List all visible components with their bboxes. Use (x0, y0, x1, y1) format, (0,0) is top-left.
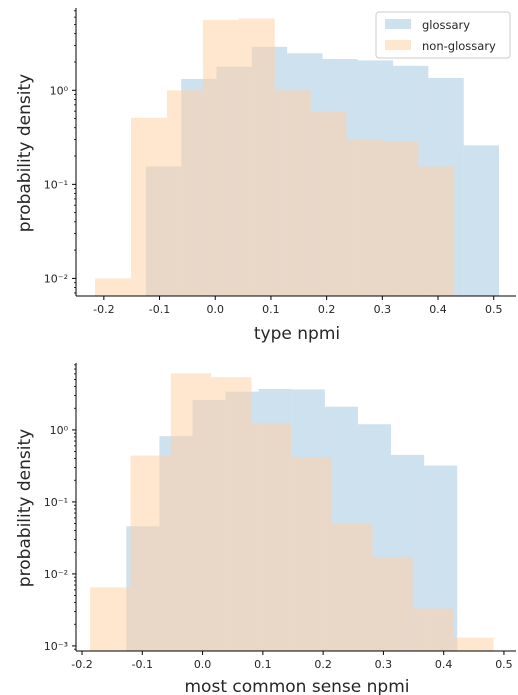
bottom-y-axis-label: probability density (15, 429, 35, 587)
bottom-y-tick-label: 10⁻³ (44, 640, 68, 653)
top-bar-non-glossary-7 (346, 139, 383, 296)
top-x-axis-label: type npmi (254, 324, 340, 344)
legend-label-glossary: glossary (422, 18, 470, 32)
bottom-bar-non-glossary-1 (130, 455, 171, 651)
legend-swatch-glossary (385, 19, 411, 29)
bottom-x-tick-label: 0.1 (254, 658, 272, 671)
bottom-histogram-panel: -0.2 -0.1 0.0 0.1 0.2 0.3 0.4 0.5 10⁻³ 10⁻² 10⁻¹ 10… (15, 363, 516, 695)
bottom-x-tick-label: 0.0 (194, 658, 212, 671)
top-bar-non-glossary-3 (202, 19, 239, 297)
top-bar-glossary-9 (463, 145, 500, 296)
bottom-bar-non-glossary-8 (412, 608, 454, 651)
bottom-x-tick-label: 0.5 (495, 658, 513, 671)
bottom-bar-non-glossary-5 (291, 457, 333, 651)
top-x-tick-label: 0.4 (429, 303, 447, 316)
top-x-tick-label: 0.2 (318, 303, 336, 316)
bottom-bar-non-glossary-4 (251, 422, 292, 651)
top-x-tick-label: 0.1 (262, 303, 280, 316)
top-y-axis-label: probability density (15, 74, 35, 232)
top-bar-non-glossary-4 (238, 18, 275, 296)
bottom-y-tick-label: 10⁰ (50, 424, 69, 437)
top-bar-non-glossary-0 (95, 278, 132, 296)
bottom-x-tick-label: 0.4 (435, 658, 453, 671)
bottom-y-tick-label: 10⁻² (44, 568, 68, 581)
bottom-y-tick-label: 10⁻¹ (44, 496, 68, 509)
top-histogram-panel: -0.2 -0.1 0.0 0.1 0.2 0.3 0.4 0.5 10⁻² 10⁻¹ 10⁰ ty… (15, 8, 516, 344)
bottom-bar-non-glossary-9 (453, 637, 494, 651)
bottom-bar-non-glossary-0 (90, 587, 131, 651)
top-bar-non-glossary-5 (274, 90, 311, 296)
top-x-tick-label: 0.0 (206, 303, 224, 316)
bottom-histogram-bars (90, 373, 494, 651)
top-histogram-bars (95, 18, 500, 297)
legend-swatch-non-glossary (385, 40, 411, 50)
legend: glossary non-glossary (375, 11, 511, 59)
top-histogram-axes: -0.2 -0.1 0.0 0.1 0.2 0.3 0.4 0.5 10⁻² 10⁻¹ 10⁰ (44, 8, 516, 316)
top-y-tick-label: 10⁻¹ (44, 178, 68, 191)
top-y-tick-label: 10⁰ (50, 84, 69, 97)
top-x-tick-label: -0.2 (93, 303, 114, 316)
top-bar-non-glossary-8 (382, 141, 419, 296)
bottom-x-axis-label: most common sense npmi (185, 677, 410, 695)
bottom-bar-non-glossary-7 (372, 557, 413, 651)
top-bar-non-glossary-2 (166, 90, 203, 296)
bottom-x-tick-label: -0.2 (71, 658, 92, 671)
top-bar-non-glossary-1 (131, 117, 167, 296)
bottom-x-tick-label: 0.2 (314, 658, 332, 671)
top-y-tick-label: 10⁻² (44, 272, 68, 285)
bottom-x-tick-label: -0.1 (132, 658, 153, 671)
top-x-tick-label: 0.3 (374, 303, 392, 316)
bottom-x-tick-label: 0.3 (375, 658, 393, 671)
bottom-bar-non-glossary-6 (332, 523, 373, 651)
bottom-bar-non-glossary-3 (211, 377, 252, 651)
bottom-histogram-axes: -0.2 -0.1 0.0 0.1 0.2 0.3 0.4 0.5 10⁻³ 10⁻² 10⁻¹ 10… (44, 363, 516, 671)
legend-label-non-glossary: non-glossary (422, 39, 496, 53)
bottom-bar-non-glossary-2 (170, 373, 212, 651)
top-bar-non-glossary-9 (418, 166, 455, 296)
top-bar-non-glossary-6 (310, 111, 347, 296)
top-x-tick-label: -0.1 (149, 303, 170, 316)
top-x-tick-label: 0.5 (485, 303, 503, 316)
